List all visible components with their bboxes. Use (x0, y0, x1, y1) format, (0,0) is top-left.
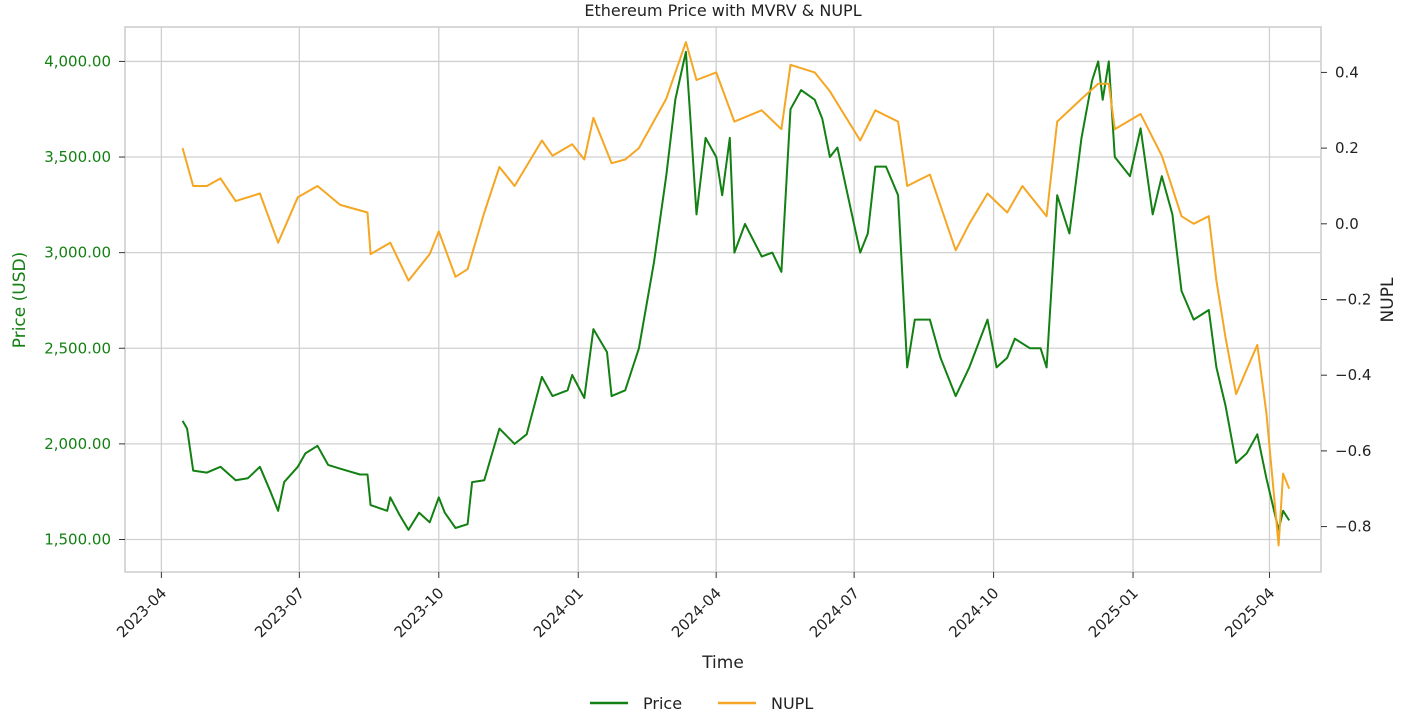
y-axis-label: Price (USD) (10, 252, 30, 348)
x-tick-label: 2024-10 (945, 584, 1002, 641)
x-axis-label: Time (701, 653, 744, 673)
y2-tick-label: 0.2 (1335, 139, 1359, 157)
series-line-price (181, 50, 1291, 531)
x-axis: 2023-04 2023-07 2023-10 2024-01 2024-04 2024-… (113, 572, 1278, 641)
grid (125, 27, 1321, 572)
y-axis-left: 1,500.00 2,000.00 2,500.00 3,000.00 3,500.00… (44, 52, 125, 548)
x-tick-label: 2024-04 (668, 584, 725, 641)
y-axis-right: −0.8 −0.6 −0.4 −0.2 0.0 0.2 0.4 (1321, 63, 1371, 536)
x-tick-label: 2025-01 (1085, 584, 1142, 641)
y-tick-label: 4,000.00 (44, 52, 111, 70)
x-tick-label: 2025-04 (1221, 584, 1278, 641)
y2-tick-label: −0.4 (1335, 366, 1371, 384)
x-tick-label: 2023-04 (113, 584, 170, 641)
y2-tick-label: −0.8 (1335, 518, 1371, 536)
y-tick-label: 2,000.00 (44, 435, 111, 453)
y2-tick-label: 0.0 (1335, 215, 1359, 233)
x-tick-label: 2024-07 (806, 584, 863, 641)
y2-axis-label: NUPL (1378, 277, 1398, 322)
y2-tick-label: −0.6 (1335, 442, 1371, 460)
y-tick-label: 1,500.00 (44, 530, 111, 548)
y-tick-label: 2,500.00 (44, 339, 111, 357)
x-tick-label: 2024-01 (530, 584, 587, 641)
legend: Price NUPL (590, 694, 813, 713)
y2-tick-label: 0.4 (1335, 63, 1359, 81)
y-tick-label: 3,000.00 (44, 244, 111, 262)
legend-label-price: Price (643, 694, 682, 713)
series-lines (181, 41, 1291, 547)
chart-title: Ethereum Price with MVRV & NUPL (584, 1, 861, 20)
series-line-nupl (181, 41, 1291, 547)
plot-frame (124, 26, 1322, 573)
x-tick-label: 2023-10 (391, 584, 448, 641)
legend-label-nupl: NUPL (771, 694, 813, 713)
y2-tick-label: −0.2 (1335, 291, 1371, 309)
y-tick-label: 3,500.00 (44, 148, 111, 166)
x-tick-label: 2023-07 (251, 584, 308, 641)
